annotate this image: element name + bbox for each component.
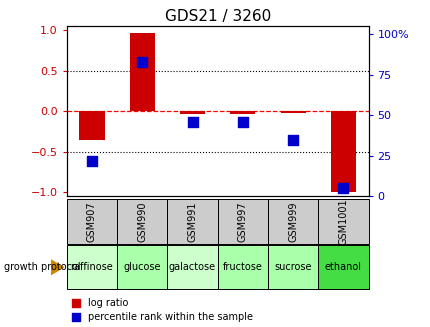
Bar [180,111,205,114]
Text: sucrose: sucrose [273,262,311,272]
Text: galactose: galactose [169,262,215,272]
Bar [79,111,104,140]
Point [72,315,79,320]
Text: growth protocol: growth protocol [4,262,81,272]
Bar [117,199,167,244]
Bar [280,111,305,113]
Bar [267,245,317,289]
Point [138,59,145,64]
Text: percentile rank within the sample: percentile rank within the sample [88,312,252,322]
Text: glucose: glucose [123,262,161,272]
Bar [67,245,117,289]
Bar [67,199,117,244]
Text: log ratio: log ratio [88,298,128,307]
Title: GDS21 / 3260: GDS21 / 3260 [164,9,270,24]
Polygon shape [51,259,64,275]
Point [239,119,246,124]
Text: fructose: fructose [222,262,262,272]
Bar [167,199,217,244]
Text: GSM990: GSM990 [137,201,147,242]
Text: raffinose: raffinose [71,262,113,272]
Point [72,300,79,305]
Text: GSM991: GSM991 [187,201,197,242]
Bar [267,199,317,244]
Bar [117,245,167,289]
Bar [230,111,255,113]
Bar [217,199,267,244]
Bar [129,33,154,111]
Bar [167,245,217,289]
Point [339,185,346,191]
Text: GSM1001: GSM1001 [338,198,347,245]
Bar [317,245,368,289]
Bar [330,111,355,192]
Text: GSM997: GSM997 [237,201,247,242]
Bar [217,245,267,289]
Text: ethanol: ethanol [324,262,361,272]
Point [189,119,196,124]
Point [289,137,296,142]
Text: GSM907: GSM907 [87,201,97,242]
Text: GSM999: GSM999 [287,201,298,242]
Point [88,158,95,163]
Bar [317,199,368,244]
